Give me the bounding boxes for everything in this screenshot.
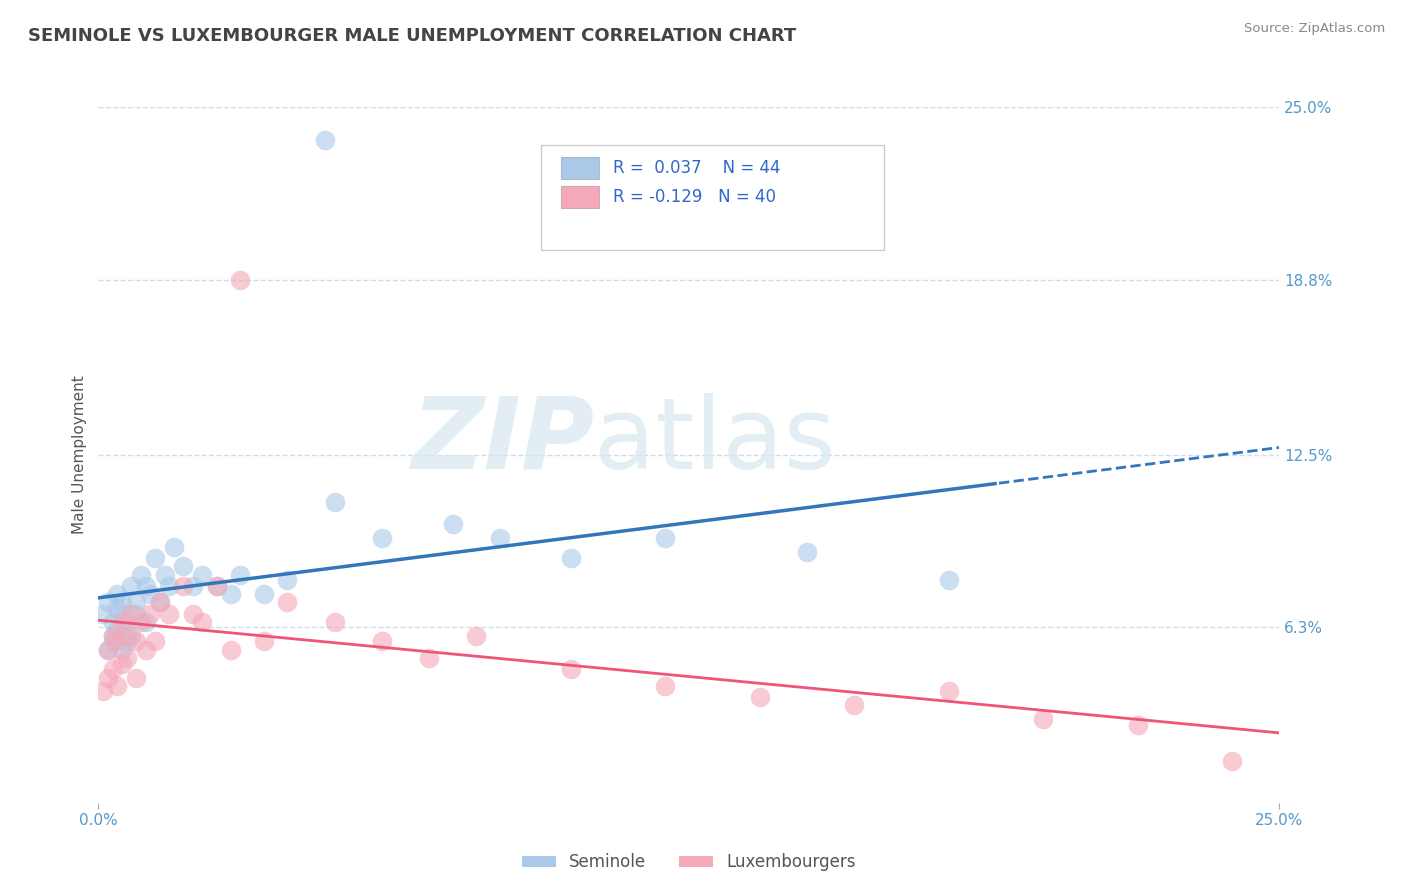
Point	[418, 651, 440, 665]
Point	[101, 662, 124, 676]
Point	[129, 615, 152, 629]
Point	[135, 615, 157, 629]
Point	[938, 684, 960, 698]
Point	[938, 573, 960, 587]
Point	[253, 634, 276, 648]
Point	[465, 629, 488, 643]
Point	[172, 579, 194, 593]
Point	[163, 540, 186, 554]
Point	[129, 567, 152, 582]
Point	[1220, 754, 1243, 768]
Point	[115, 651, 138, 665]
Point	[748, 690, 770, 704]
Point	[111, 607, 134, 621]
Point	[560, 662, 582, 676]
Point	[441, 517, 464, 532]
Point	[91, 607, 114, 621]
Point	[105, 601, 128, 615]
Point	[191, 615, 214, 629]
Point	[143, 634, 166, 648]
Text: Source: ZipAtlas.com: Source: ZipAtlas.com	[1244, 22, 1385, 36]
Point	[560, 550, 582, 565]
Point	[181, 607, 204, 621]
Point	[105, 679, 128, 693]
Point	[105, 587, 128, 601]
Point	[125, 671, 148, 685]
Point	[111, 595, 134, 609]
Point	[219, 642, 242, 657]
Point	[135, 579, 157, 593]
Point	[101, 629, 124, 643]
Point	[125, 634, 148, 648]
FancyBboxPatch shape	[541, 145, 884, 250]
Point	[105, 634, 128, 648]
Point	[323, 495, 346, 509]
Point	[205, 579, 228, 593]
Point	[371, 634, 394, 648]
Point	[157, 579, 180, 593]
Point	[1126, 718, 1149, 732]
Point	[371, 532, 394, 546]
Text: R =  0.037    N = 44: R = 0.037 N = 44	[613, 160, 780, 178]
Point	[229, 272, 252, 286]
Point	[1032, 712, 1054, 726]
Point	[105, 624, 128, 638]
Point	[796, 545, 818, 559]
Point	[323, 615, 346, 629]
Point	[139, 587, 162, 601]
FancyBboxPatch shape	[561, 186, 599, 209]
Point	[654, 532, 676, 546]
Point	[253, 587, 276, 601]
Point	[172, 559, 194, 574]
Point	[654, 679, 676, 693]
FancyBboxPatch shape	[561, 157, 599, 179]
Point	[276, 573, 298, 587]
Point	[153, 567, 176, 582]
Point	[191, 567, 214, 582]
Point	[205, 579, 228, 593]
Point	[101, 629, 124, 643]
Point	[97, 595, 120, 609]
Point	[489, 532, 512, 546]
Point	[111, 657, 134, 671]
Point	[143, 550, 166, 565]
Point	[219, 587, 242, 601]
Text: atlas: atlas	[595, 392, 837, 490]
Point	[149, 595, 172, 609]
Point	[121, 629, 143, 643]
Point	[181, 579, 204, 593]
Point	[97, 642, 120, 657]
Point	[115, 629, 138, 643]
Point	[101, 615, 124, 629]
Point	[157, 607, 180, 621]
Point	[139, 607, 162, 621]
Point	[115, 615, 138, 629]
Point	[149, 595, 172, 609]
Point	[229, 567, 252, 582]
Point	[121, 607, 143, 621]
Y-axis label: Male Unemployment: Male Unemployment	[72, 376, 87, 534]
Point	[125, 595, 148, 609]
Text: R = -0.129   N = 40: R = -0.129 N = 40	[613, 188, 776, 206]
Point	[111, 642, 134, 657]
Text: ZIP: ZIP	[412, 392, 595, 490]
Point	[97, 671, 120, 685]
Point	[115, 634, 138, 648]
Legend: Seminole, Luxembourgers: Seminole, Luxembourgers	[516, 847, 862, 878]
Point	[314, 133, 336, 147]
Point	[101, 634, 124, 648]
Point	[121, 579, 143, 593]
Point	[276, 595, 298, 609]
Point	[844, 698, 866, 713]
Point	[111, 615, 134, 629]
Point	[91, 684, 114, 698]
Text: SEMINOLE VS LUXEMBOURGER MALE UNEMPLOYMENT CORRELATION CHART: SEMINOLE VS LUXEMBOURGER MALE UNEMPLOYME…	[28, 27, 796, 45]
Point	[125, 607, 148, 621]
Point	[97, 642, 120, 657]
Point	[135, 642, 157, 657]
